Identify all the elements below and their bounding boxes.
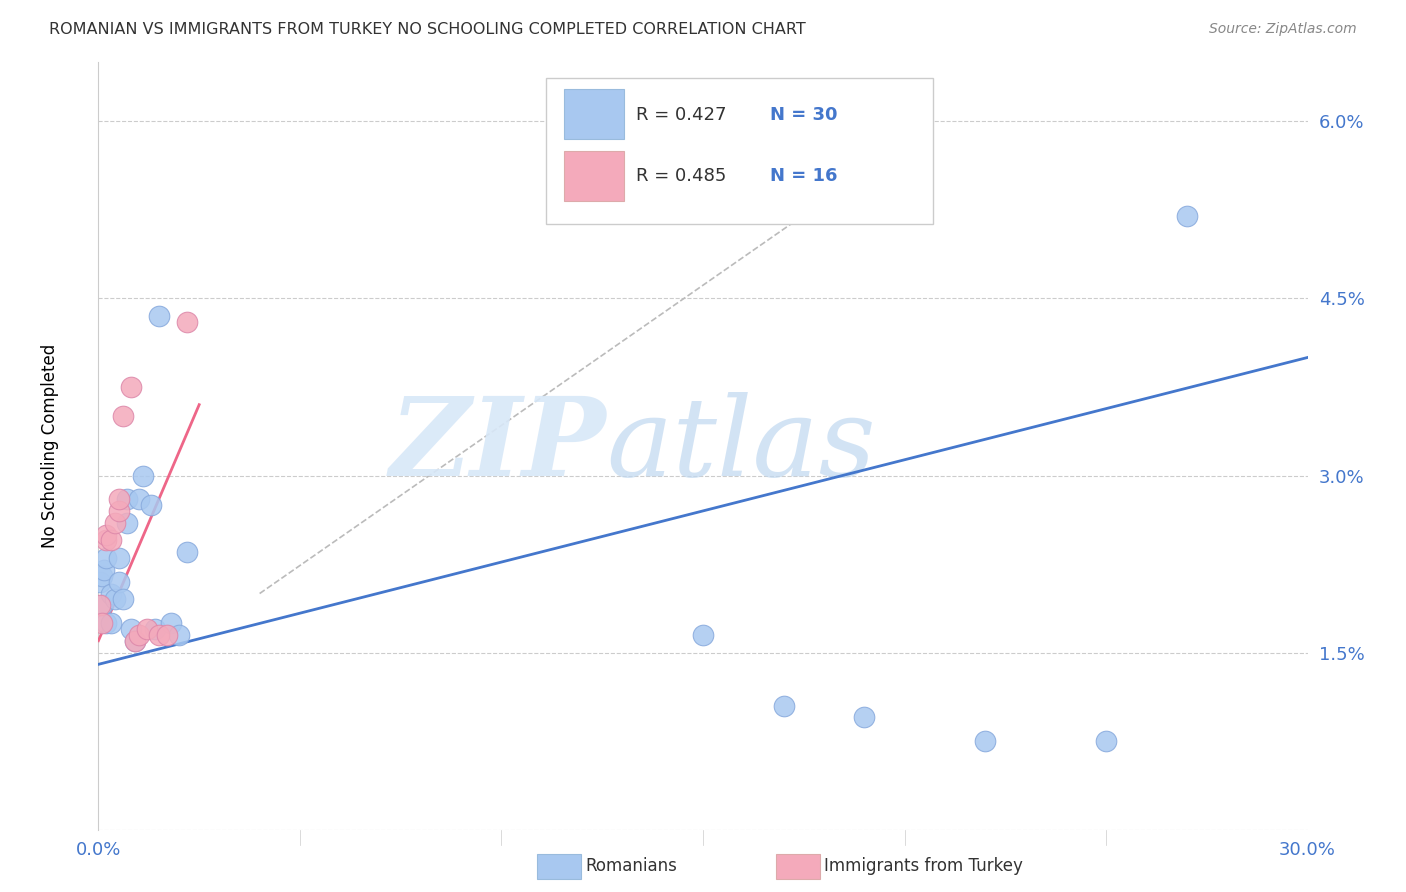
Point (148, 309, 170, 323)
Point (853, 710, 876, 724)
FancyBboxPatch shape (564, 89, 624, 139)
Point (91, 569, 114, 583)
Point (124, 633, 146, 648)
Text: N = 30: N = 30 (769, 105, 837, 124)
Point (115, 516, 138, 530)
Text: No Schooling Completed: No Schooling Completed (41, 344, 59, 548)
Point (148, 628, 170, 642)
Point (111, 409, 134, 424)
Point (107, 492, 129, 507)
Point (167, 628, 190, 642)
Point (89, 574, 111, 589)
Text: N = 16: N = 16 (769, 167, 837, 185)
Point (103, 592, 125, 607)
Point (143, 622, 166, 636)
Point (120, 380, 142, 394)
Text: Romanians: Romanians (585, 857, 676, 875)
Point (96, 527, 118, 541)
Point (100, 615, 122, 630)
Point (91, 599, 114, 613)
Point (772, 698, 794, 713)
Point (100, 533, 122, 548)
Point (176, 545, 198, 559)
Point (156, 628, 179, 642)
Text: atlas: atlas (606, 392, 876, 500)
Point (160, 615, 183, 630)
Point (91, 615, 114, 630)
Point (107, 504, 129, 518)
Point (974, 734, 997, 748)
Point (96, 551, 118, 566)
Text: ZIP: ZIP (389, 392, 606, 500)
Point (111, 592, 134, 607)
Text: Immigrants from Turkey: Immigrants from Turkey (824, 857, 1022, 875)
Text: Source: ZipAtlas.com: Source: ZipAtlas.com (1209, 22, 1357, 37)
Point (124, 633, 146, 648)
Point (139, 498, 162, 512)
Point (115, 492, 138, 507)
Point (100, 586, 122, 600)
Point (132, 468, 155, 483)
Point (128, 628, 150, 642)
Point (692, 628, 714, 642)
Point (128, 492, 150, 507)
Text: ROMANIAN VS IMMIGRANTS FROM TURKEY NO SCHOOLING COMPLETED CORRELATION CHART: ROMANIAN VS IMMIGRANTS FROM TURKEY NO SC… (49, 22, 806, 37)
Point (120, 622, 142, 636)
Text: R = 0.485: R = 0.485 (637, 167, 727, 185)
FancyBboxPatch shape (546, 78, 932, 224)
Point (1175, 209, 1198, 223)
FancyBboxPatch shape (564, 151, 624, 201)
Point (135, 622, 157, 636)
Point (89, 599, 111, 613)
Point (96, 533, 118, 548)
Point (107, 551, 129, 566)
Point (107, 574, 129, 589)
Text: R = 0.427: R = 0.427 (637, 105, 727, 124)
Point (176, 315, 198, 329)
Point (1095, 734, 1118, 748)
Point (93, 563, 115, 577)
Point (96, 615, 118, 630)
Point (103, 516, 125, 530)
